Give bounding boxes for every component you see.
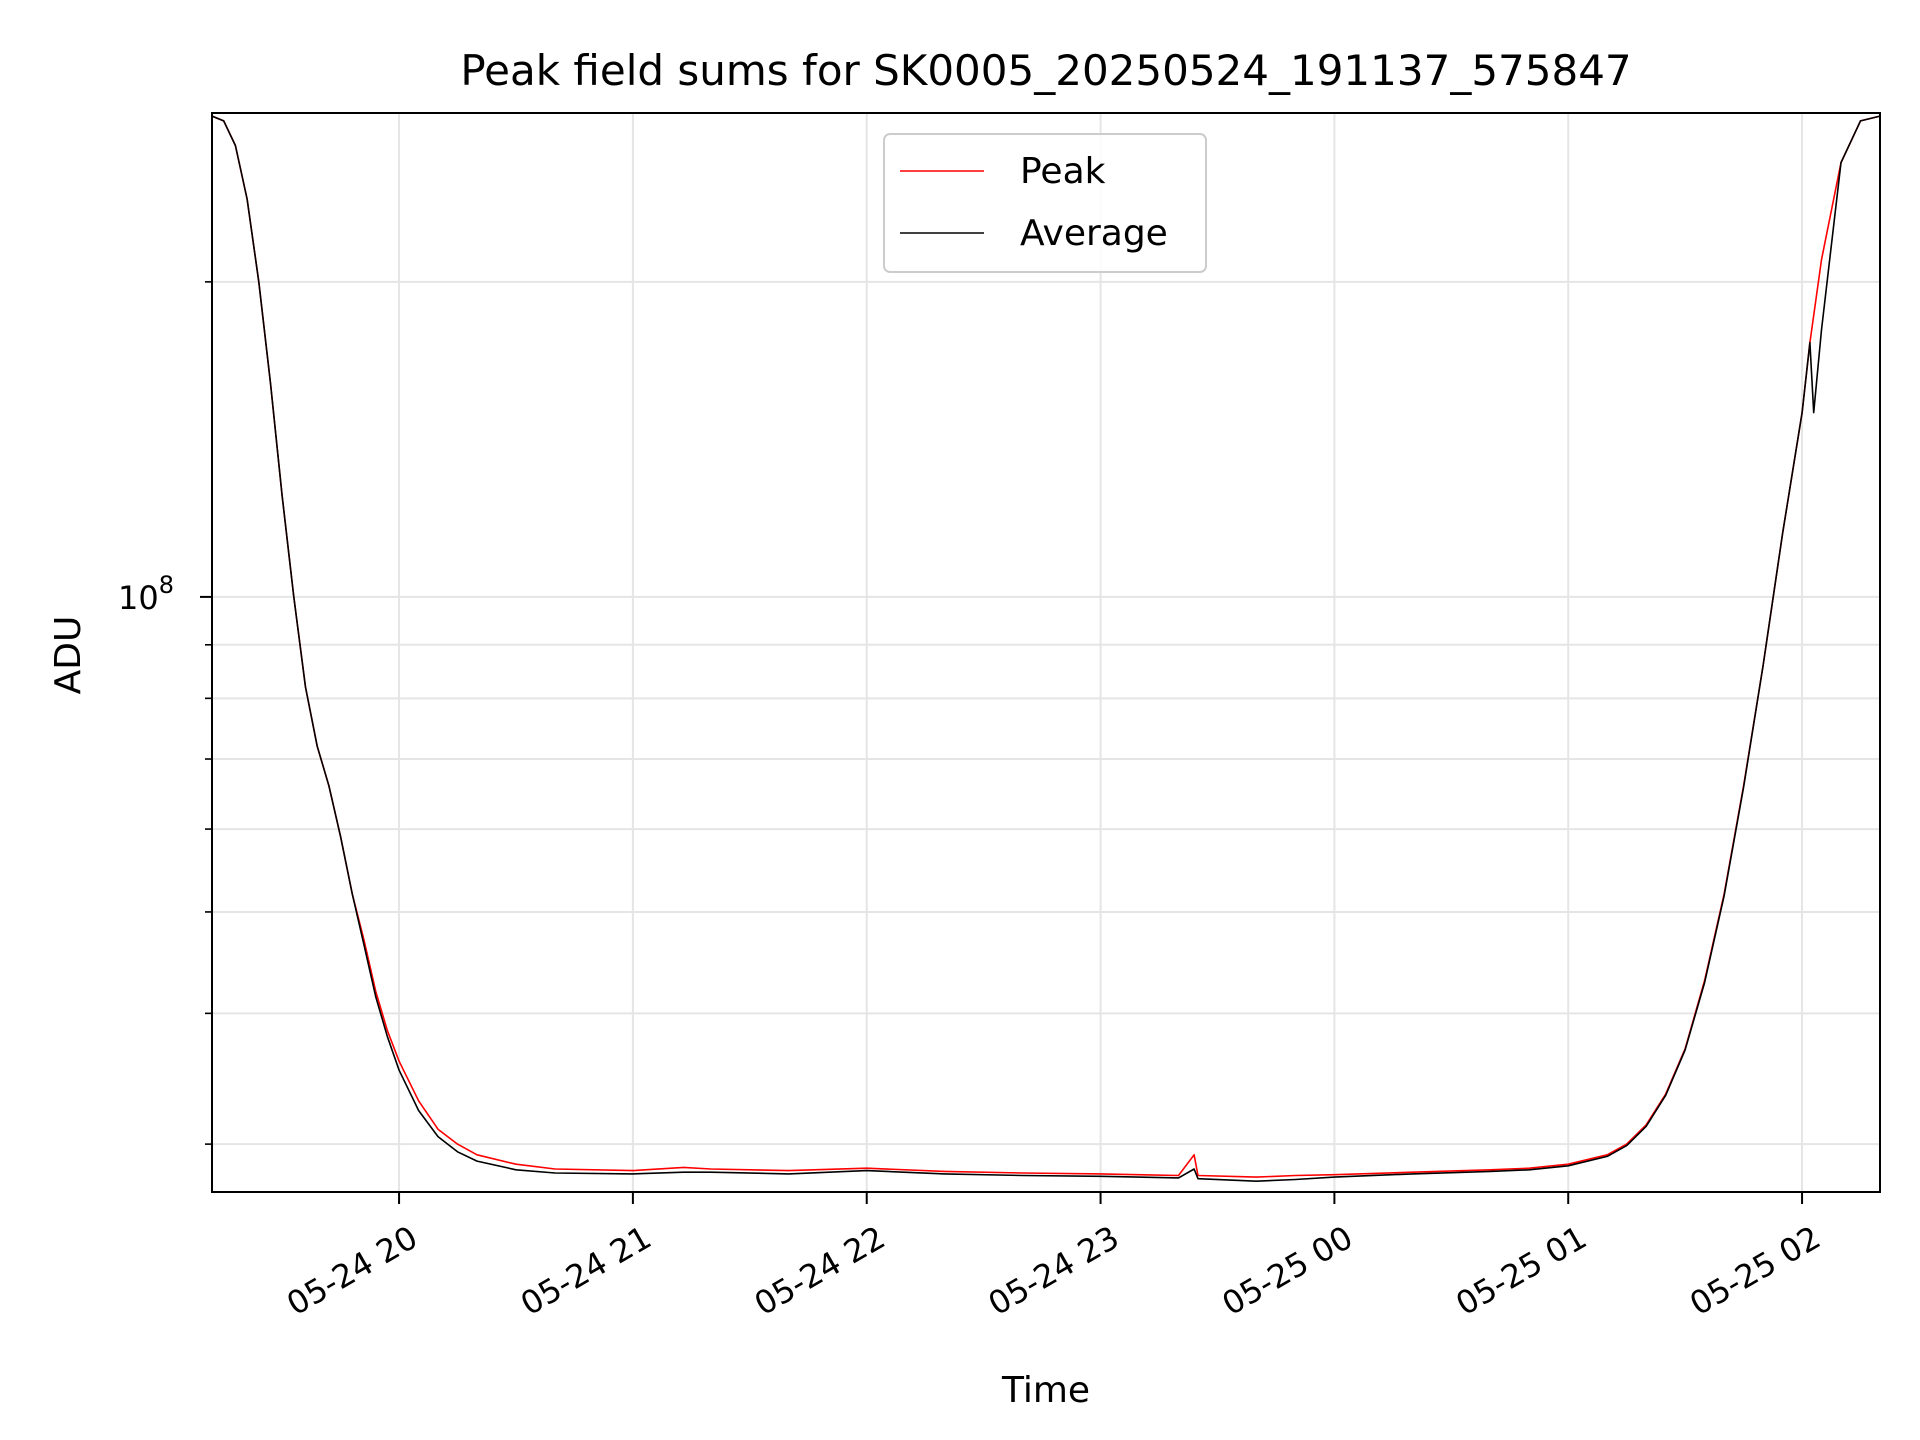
y-tick-exponent: 8 [159, 571, 174, 599]
series-group [211, 115, 1881, 1182]
y-axis: 108 [118, 281, 212, 1145]
chart-title: Peak field sums for SK0005_20250524_1911… [460, 46, 1631, 95]
legend-peak-label: Peak [1020, 151, 1106, 192]
y-axis-label: ADU [48, 616, 89, 695]
grid [212, 113, 1880, 1192]
legend-box [883, 133, 1207, 273]
legend: Peak Average [883, 133, 1207, 273]
legend-average-label: Average [1020, 213, 1168, 254]
plot-frame [211, 112, 1881, 1193]
y-tick-label: 108 [118, 571, 174, 617]
x-axis-label: Time [1001, 1370, 1090, 1411]
series-line-average [211, 115, 1881, 1182]
y-tick-base: 10 [118, 579, 159, 617]
